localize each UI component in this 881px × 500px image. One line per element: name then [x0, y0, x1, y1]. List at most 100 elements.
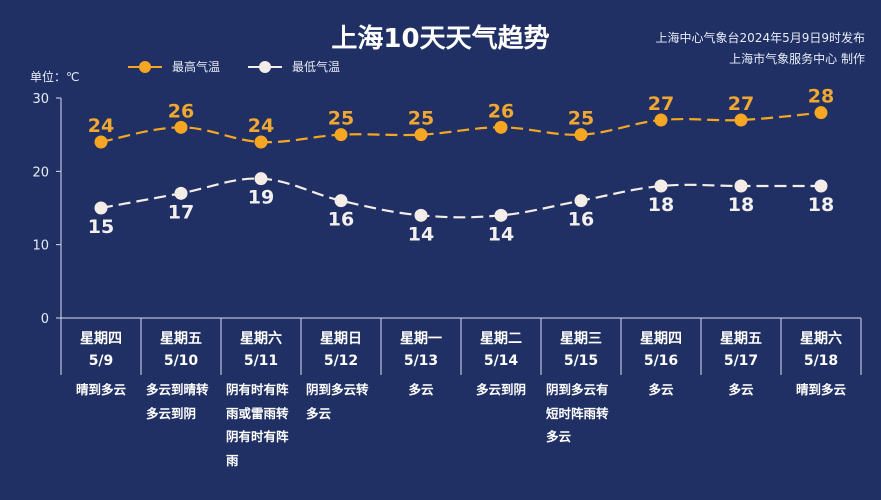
high-temp-point — [334, 128, 348, 142]
high-temp-label: 28 — [808, 86, 834, 108]
high-temp-point — [174, 120, 188, 134]
low-temp-label: 18 — [808, 194, 834, 216]
weather-description: 阴到多云转多云 — [306, 382, 369, 421]
weekday-label: 星期三 — [560, 331, 602, 347]
weekday-label: 星期五 — [160, 331, 202, 347]
day-column: 星期六 5/11 阴有时有阵雨或雷雨转阴有时有阵雨 — [221, 318, 301, 472]
low-temp-point — [174, 186, 188, 200]
low-temp-point — [494, 208, 508, 222]
high-temp-label: 24 — [248, 115, 274, 137]
high-temp-point — [654, 113, 668, 127]
y-tick-label: 0 — [41, 312, 49, 327]
date-label: 5/13 — [403, 353, 439, 369]
low-temp-label: 19 — [248, 187, 274, 209]
high-temp-point — [574, 128, 588, 142]
low-temp-label: 14 — [408, 223, 434, 245]
source-info: 上海中心气象台2024年5月9日9时发布 上海市气象服务中心 制作 — [656, 28, 865, 70]
date-label: 5/16 — [643, 353, 679, 369]
legend-high-label: 最高气温 — [172, 60, 221, 74]
weekday-label: 星期四 — [80, 331, 122, 347]
producer-line: 上海市气象服务中心 制作 — [729, 52, 865, 66]
high-temp-point — [494, 120, 508, 134]
date-label: 5/11 — [243, 353, 279, 369]
high-temp-label: 27 — [648, 93, 674, 115]
high-temp-line — [100, 111, 822, 144]
high-series-marker-icon — [128, 60, 162, 73]
high-temp-label: 25 — [328, 108, 354, 130]
day-column: 星期日 5/12 阴到多云转多云 — [301, 318, 381, 425]
high-temp-point — [254, 135, 268, 149]
legend-item-low: 最低气温 — [248, 58, 340, 75]
weekday-label: 星期五 — [720, 331, 762, 347]
day-column: 星期四 5/16 多云 — [621, 318, 701, 402]
high-temp-point — [814, 106, 828, 120]
date-label: 5/14 — [483, 353, 519, 369]
date-label: 5/9 — [88, 353, 114, 369]
y-tick-label: 10 — [32, 239, 49, 254]
low-temp-label: 16 — [568, 209, 594, 231]
low-temp-point — [734, 179, 748, 193]
high-temp-label: 26 — [488, 100, 514, 122]
weather-description: 多云 — [408, 382, 434, 397]
high-temp-label: 25 — [568, 108, 594, 130]
chart-axes: 0 10 20 30 — [32, 92, 862, 375]
weather-description: 多云 — [728, 382, 754, 397]
weekday-label: 星期四 — [640, 331, 682, 347]
day-column: 星期二 5/14 多云到阴 — [461, 318, 541, 402]
low-temp-point — [254, 172, 268, 186]
low-temp-line — [100, 177, 821, 219]
weather-description: 晴到多云 — [795, 382, 846, 397]
low-temp-label: 16 — [328, 209, 354, 231]
high-temp-label: 26 — [168, 100, 194, 122]
high-temp-label: 24 — [88, 115, 114, 137]
chart-points — [94, 106, 828, 222]
low-temp-point — [654, 179, 668, 193]
low-temp-label: 18 — [648, 194, 674, 216]
day-column: 星期六 5/18 晴到多云 — [781, 318, 861, 402]
low-temp-point — [574, 194, 588, 208]
weather-description: 多云 — [648, 382, 674, 397]
low-temp-point — [414, 208, 428, 222]
low-temp-point — [334, 194, 348, 208]
date-label: 5/15 — [563, 353, 599, 369]
weather-description: 阴有时有阵雨或雷雨转阴有时有阵雨 — [226, 382, 289, 468]
weekday-label: 星期一 — [400, 331, 442, 347]
date-label: 5/17 — [723, 353, 759, 369]
day-column: 星期五 5/10 多云到晴转多云到阴 — [141, 318, 221, 425]
date-label: 5/18 — [803, 353, 839, 369]
low-temp-point — [94, 201, 108, 215]
legend-item-high: 最高气温 — [128, 58, 220, 75]
date-label: 5/10 — [163, 353, 199, 369]
chart-lines — [100, 111, 822, 219]
weekday-label: 星期二 — [480, 331, 522, 347]
day-column: 星期四 5/9 晴到多云 — [61, 318, 141, 402]
high-temp-point — [734, 113, 748, 127]
high-temp-point — [94, 135, 108, 149]
weather-description: 多云到晴转多云到阴 — [146, 382, 209, 421]
weekday-label: 星期六 — [800, 331, 842, 347]
low-temp-label: 15 — [88, 216, 114, 238]
low-series-marker-icon — [248, 60, 283, 73]
y-tick-label: 30 — [32, 92, 49, 107]
day-column: 星期五 5/17 多云 — [701, 318, 781, 402]
y-tick-label: 20 — [32, 165, 49, 180]
chart-data-labels: 24 26 24 25 25 26 25 27 27 28 15 17 19 16 14 14 16 18 18 18 — [88, 86, 834, 246]
weather-description: 阴到多云有短时阵雨转多云 — [546, 382, 609, 444]
low-temp-label: 17 — [168, 201, 194, 223]
high-temp-point — [414, 128, 428, 142]
weather-description: 晴到多云 — [75, 382, 126, 397]
low-temp-label: 14 — [488, 223, 514, 245]
unit-label: 单位：℃ — [30, 70, 80, 84]
high-temp-label: 25 — [408, 108, 434, 130]
high-temp-label: 27 — [728, 93, 754, 115]
date-label: 5/12 — [323, 353, 359, 369]
low-temp-label: 18 — [728, 194, 754, 216]
page-title: 上海10天天气趋势 — [331, 24, 550, 54]
day-column: 星期一 5/13 多云 — [381, 318, 461, 402]
day-column: 星期三 5/15 阴到多云有短时阵雨转多云 — [541, 318, 621, 449]
weekday-label: 星期六 — [240, 331, 282, 347]
weekday-label: 星期日 — [320, 331, 362, 347]
legend: 最高气温 最低气温 — [128, 58, 368, 75]
legend-low-label: 最低气温 — [292, 60, 341, 74]
